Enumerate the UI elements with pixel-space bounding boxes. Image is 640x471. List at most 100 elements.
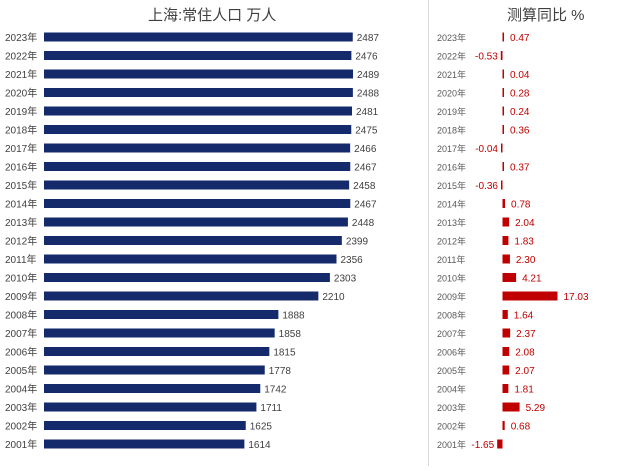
- population-bar: [44, 199, 351, 208]
- population-category-label: 2017年: [5, 142, 37, 155]
- yoy-data-label: 1.81: [514, 385, 534, 396]
- yoy-data-label: 0.47: [510, 33, 530, 44]
- yoy-data-label: 2.07: [515, 366, 535, 377]
- population-category-label: 2023年: [5, 31, 37, 44]
- population-data-label: 2303: [334, 274, 357, 285]
- population-data-label: 1742: [264, 385, 287, 396]
- yoy-data-label: 1.83: [514, 237, 534, 248]
- population-data-label: 2467: [354, 163, 377, 174]
- population-category-label: 2008年: [5, 309, 37, 322]
- yoy-bar: [501, 180, 503, 190]
- population-category-label: 2004年: [5, 383, 37, 396]
- yoy-category-label: 2006年: [437, 347, 466, 358]
- population-category-label: 2015年: [5, 179, 37, 192]
- population-bar: [44, 273, 330, 282]
- yoy-category-label: 2010年: [437, 273, 466, 284]
- population-category-label: 2018年: [5, 124, 37, 137]
- population-data-label: 2487: [357, 33, 380, 44]
- yoy-category-label: 2001年: [437, 439, 466, 450]
- yoy-bar: [502, 88, 504, 97]
- population-chart-plot: 2023年 2487 2022年 2476 2021年 2489 2020年 2488 2019…: [5, 31, 380, 451]
- yoy-bar: [497, 439, 503, 449]
- population-data-label: 1888: [282, 311, 305, 322]
- yoy-category-label: 2022年: [437, 51, 466, 62]
- population-bar: [44, 143, 351, 153]
- yoy-category-label: 2014年: [437, 199, 466, 210]
- population-category-label: 2022年: [5, 50, 37, 63]
- population-bar: [44, 421, 246, 430]
- yoy-bar: [502, 273, 517, 282]
- population-category-label: 2005年: [5, 364, 37, 377]
- population-bar: [44, 402, 257, 412]
- yoy-category-label: 2002年: [437, 421, 466, 432]
- population-data-label: 2467: [354, 200, 377, 211]
- yoy-category-label: 2021年: [437, 69, 466, 80]
- population-chart: 上海:常住人口 万人 2023年 2487 2022年 2476 2021年 2489 20…: [5, 7, 380, 451]
- population-bar: [44, 347, 270, 356]
- yoy-category-label: 2011年: [437, 254, 465, 265]
- population-bar: [44, 328, 275, 338]
- population-category-label: 2014年: [5, 198, 37, 211]
- population-category-label: 2020年: [5, 87, 37, 100]
- population-chart-title: 上海:常住人口 万人: [148, 7, 277, 24]
- yoy-category-label: 2013年: [437, 217, 466, 228]
- population-data-label: 2356: [340, 255, 363, 266]
- yoy-category-label: 2004年: [437, 384, 466, 395]
- population-bar: [44, 106, 353, 116]
- yoy-category-label: 2016年: [437, 162, 466, 173]
- population-data-label: 1625: [250, 422, 273, 433]
- yoy-data-label: 2.37: [516, 329, 536, 340]
- yoy-category-label: 2020年: [437, 88, 466, 99]
- yoy-bar: [502, 347, 510, 356]
- yoy-category-label: 2008年: [437, 310, 466, 321]
- yoy-category-label: 2019年: [437, 106, 466, 117]
- yoy-data-label: 0.78: [511, 200, 531, 211]
- population-bar: [44, 162, 351, 171]
- population-category-label: 2019年: [5, 105, 37, 118]
- population-bar: [44, 125, 352, 134]
- yoy-bar: [502, 291, 558, 301]
- yoy-data-label: 0.36: [510, 126, 530, 137]
- yoy-data-label: -1.65: [471, 440, 494, 451]
- population-bar: [44, 69, 353, 79]
- population-data-label: 2475: [355, 126, 378, 137]
- population-bar: [44, 32, 353, 42]
- yoy-data-label: 0.37: [510, 163, 530, 174]
- yoy-category-label: 2007年: [437, 328, 466, 339]
- yoy-data-label: 0.68: [511, 422, 531, 433]
- yoy-bar: [502, 236, 509, 245]
- chart-divider: [428, 0, 429, 466]
- yoy-data-label: 0.24: [510, 107, 530, 118]
- yoy-bar: [502, 199, 506, 208]
- population-bar: [44, 254, 337, 264]
- population-bar: [44, 180, 350, 190]
- population-bar: [44, 291, 319, 301]
- yoy-data-label: -0.04: [475, 144, 498, 155]
- yoy-bar: [502, 162, 504, 171]
- population-category-label: 2002年: [5, 420, 37, 433]
- population-data-label: 2476: [355, 52, 378, 63]
- yoy-bar: [502, 384, 509, 393]
- yoy-category-label: 2003年: [437, 402, 466, 413]
- yoy-bar: [500, 51, 503, 60]
- population-data-label: 2448: [352, 218, 375, 229]
- yoy-data-label: -0.36: [475, 181, 498, 192]
- yoy-data-label: 2.04: [515, 218, 535, 229]
- population-category-label: 2001年: [5, 438, 37, 451]
- yoy-data-label: 5.29: [526, 403, 546, 414]
- population-data-label: 2399: [346, 237, 369, 248]
- yoy-bar: [502, 106, 504, 116]
- yoy-data-label: 2.30: [516, 255, 536, 266]
- yoy-bar: [502, 254, 510, 264]
- yoy-bar: [502, 32, 505, 42]
- yoy-bar: [502, 125, 504, 134]
- yoy-category-label: 2018年: [437, 125, 466, 136]
- yoy-bar: [502, 421, 505, 430]
- yoy-data-label: 0.28: [510, 89, 530, 100]
- population-data-label: 2210: [322, 292, 345, 303]
- yoy-data-label: 1.64: [514, 311, 534, 322]
- population-data-label: 1858: [279, 329, 302, 340]
- population-category-label: 2010年: [5, 272, 37, 285]
- population-bar: [44, 384, 261, 393]
